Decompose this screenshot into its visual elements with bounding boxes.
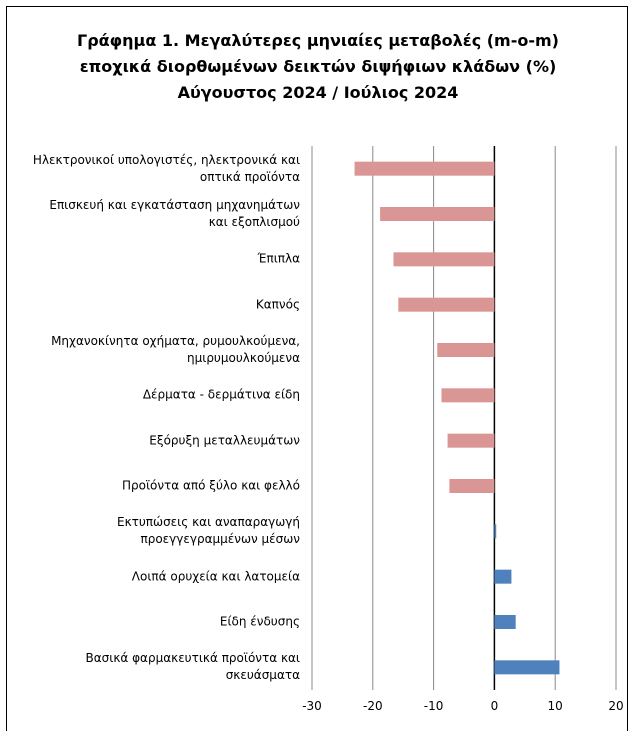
y-tick-label: Εξόρυξη μεταλλευμάτων — [149, 433, 300, 448]
y-tick-label: Βασικά φαρμακευτικά προϊόντα και σκευάσμ… — [85, 651, 300, 683]
bar — [494, 524, 497, 539]
x-tick-label: -30 — [302, 699, 322, 713]
bar — [398, 297, 495, 312]
y-tick-label: Προϊόντα από ξύλο και φελλό — [121, 478, 300, 493]
bar — [494, 615, 516, 629]
bar — [447, 433, 495, 448]
bar — [393, 252, 495, 267]
x-tick-label: -10 — [424, 699, 444, 713]
bar — [449, 479, 495, 493]
y-tick-label: Ηλεκτρονικοί υπολογιστές, ηλεκτρονικά κα… — [32, 152, 300, 184]
chart-title: Γράφημα 1. Μεγαλύτερες μηνιαίες μεταβολέ… — [77, 31, 559, 102]
bar — [354, 161, 495, 176]
bar — [494, 569, 512, 584]
x-tick-label: 0 — [491, 699, 499, 713]
bar — [437, 343, 495, 357]
x-tick-label: -20 — [363, 699, 383, 713]
y-tick-label: Επισκευή και εγκατάσταση μηχανημάτων και… — [49, 198, 300, 229]
frame — [6, 6, 628, 731]
x-tick-label: 10 — [548, 699, 563, 713]
x-tick-label: 20 — [608, 699, 623, 713]
y-tick-label: Καπνός — [255, 297, 300, 312]
y-tick-label: Είδη ένδυσης — [219, 614, 300, 629]
y-tick-label: Μηχανοκίνητα οχήματα, ρυμουλκούμενα, ημι… — [51, 334, 300, 365]
bar — [380, 207, 495, 221]
bar — [494, 660, 560, 675]
y-tick-label: Έπιπλα — [257, 251, 300, 266]
y-tick-label: Εκτυπώσεις και αναπαραγωγή προεγγεγραμμέ… — [116, 515, 300, 547]
bar — [441, 388, 495, 403]
y-tick-label: Δέρματα - δερμάτινα είδη — [142, 387, 300, 402]
y-tick-label: Λοιπά ορυχεία και λατομεία — [131, 569, 300, 584]
